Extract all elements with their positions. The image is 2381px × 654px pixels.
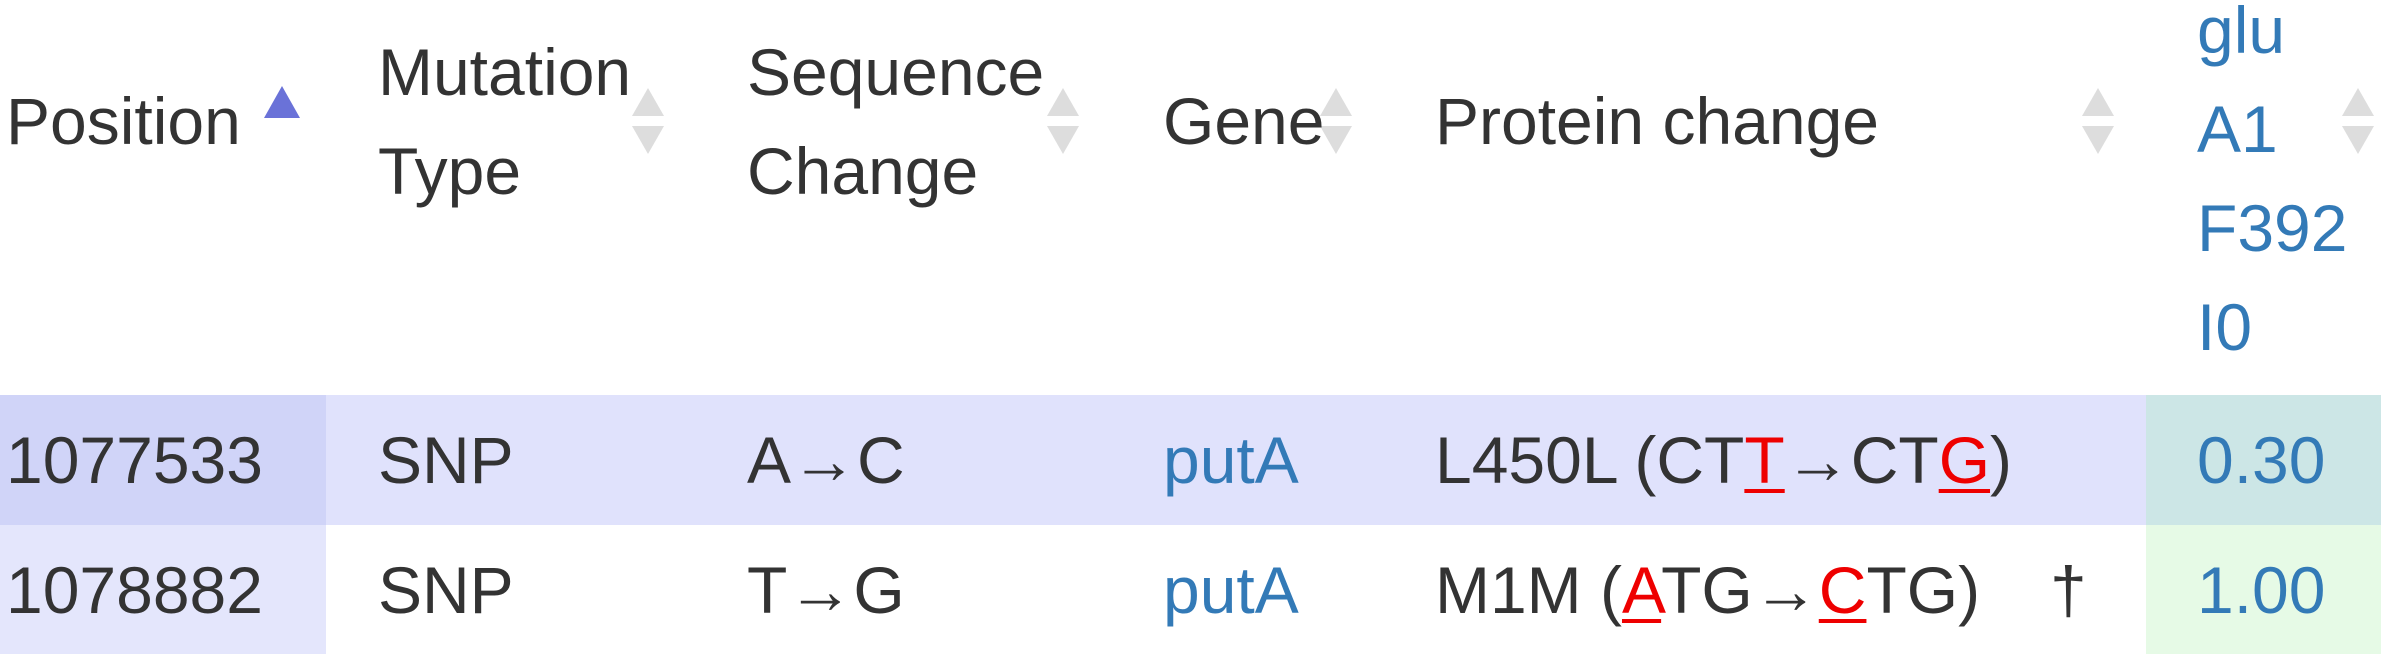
column-header[interactable]: glu A1 F392 I0 bbox=[2197, 0, 2347, 377]
cell-bg bbox=[0, 395, 326, 525]
frequency-value: 1.00 bbox=[2197, 553, 2326, 627]
column-header[interactable]: Protein change bbox=[1435, 72, 1879, 171]
protein-part: M1M ( bbox=[1435, 553, 1622, 627]
protein-part: G bbox=[1938, 423, 1991, 497]
header-text: F392 bbox=[2197, 191, 2348, 265]
gene-link[interactable]: putA bbox=[1163, 423, 1299, 497]
sort-asc-icon[interactable] bbox=[262, 84, 302, 120]
sort-icon[interactable] bbox=[630, 86, 666, 156]
sequence-change: T→G bbox=[747, 553, 905, 627]
header-text: A1 bbox=[2197, 92, 2278, 166]
protein-part: C bbox=[1818, 553, 1867, 627]
column-header[interactable]: Sequence Change bbox=[747, 23, 1044, 221]
header-text: Gene bbox=[1163, 84, 1325, 158]
position: 1078882 bbox=[6, 553, 263, 627]
column-header[interactable]: Position bbox=[6, 72, 241, 171]
protein-part: ) bbox=[1990, 423, 2013, 497]
footnote-mark: † bbox=[2050, 553, 2087, 627]
gene-link[interactable]: putA bbox=[1163, 553, 1299, 627]
row-bg bbox=[326, 395, 2146, 525]
column-header[interactable]: Gene bbox=[1163, 72, 1324, 171]
sort-icon[interactable] bbox=[2340, 86, 2376, 156]
protein-part: →CT bbox=[1784, 423, 1939, 497]
header-text: I0 bbox=[2197, 290, 2253, 364]
header-text: Type bbox=[378, 134, 522, 208]
protein-part: L450L (CT bbox=[1435, 423, 1745, 497]
frequency-value: 0.30 bbox=[2197, 423, 2326, 497]
sort-icon[interactable] bbox=[1045, 86, 1081, 156]
sort-icon[interactable] bbox=[1318, 86, 1354, 156]
sequence-change: A→C bbox=[747, 423, 905, 497]
protein-part: T bbox=[1744, 423, 1785, 497]
protein-part: A bbox=[1621, 553, 1662, 627]
header-text: glu bbox=[2197, 0, 2286, 67]
header-text: Position bbox=[6, 84, 241, 158]
value-bg bbox=[2146, 525, 2381, 654]
header-text: Protein change bbox=[1435, 84, 1879, 158]
protein-change: L450L (CTT→CTG) bbox=[1435, 422, 2012, 498]
header-text: Mutation bbox=[378, 35, 632, 109]
protein-part: TG) bbox=[1866, 553, 1981, 627]
mutation-type: SNP bbox=[378, 423, 514, 497]
protein-part: TG→ bbox=[1661, 553, 1819, 627]
value-bg bbox=[2146, 395, 2381, 525]
header-text: Sequence bbox=[747, 35, 1045, 109]
cell-bg bbox=[0, 525, 326, 654]
position: 1077533 bbox=[6, 423, 263, 497]
sort-icon[interactable] bbox=[2080, 86, 2116, 156]
mutation-type: SNP bbox=[378, 553, 514, 627]
column-header[interactable]: Mutation Type bbox=[378, 23, 631, 221]
header-text: Change bbox=[747, 134, 979, 208]
protein-change: M1M (ATG→CTG) bbox=[1435, 552, 1980, 628]
